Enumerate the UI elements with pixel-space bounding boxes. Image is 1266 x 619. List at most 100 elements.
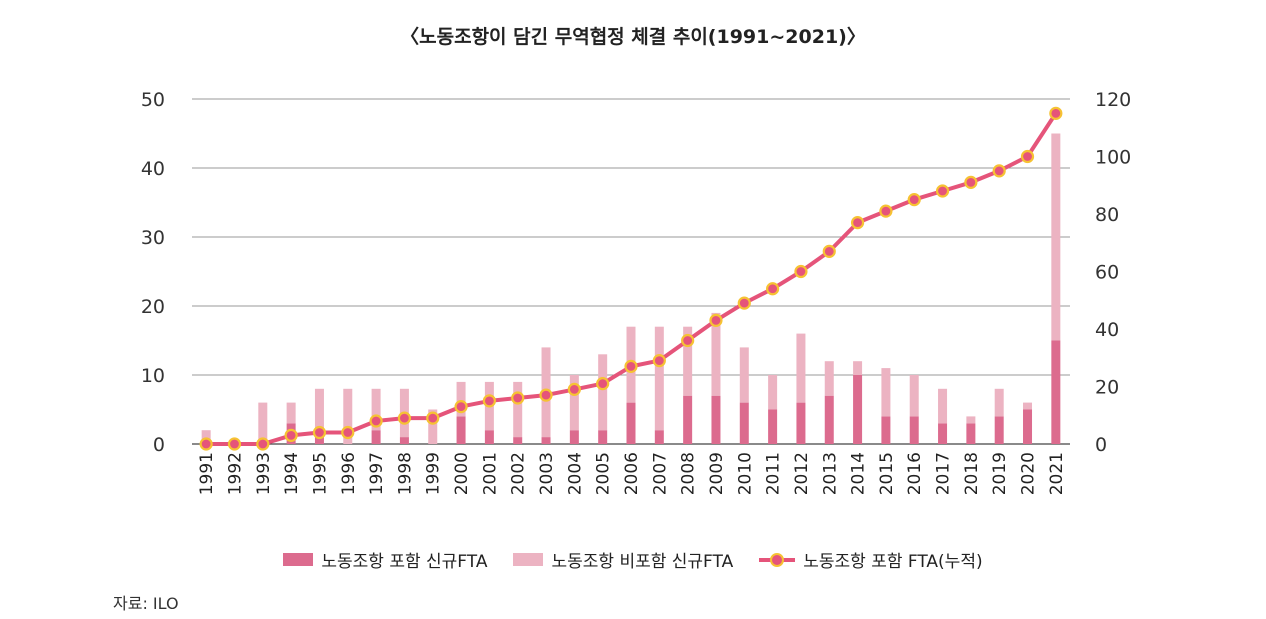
x-tick-label: 2000 (452, 452, 472, 495)
x-tick-label: 1994 (282, 452, 302, 495)
bar-labor-excl (683, 326, 693, 396)
bar-labor-incl (314, 437, 324, 444)
x-tick-label: 2015 (877, 452, 897, 495)
x-tick-label: 2019 (990, 452, 1010, 495)
legend-item-cumulative: 노동조항 포함 FTA(누적) (759, 547, 983, 572)
x-tick-label: 2001 (480, 452, 500, 495)
x-tick-label: 1996 (339, 452, 359, 495)
x-tick-label: 1998 (395, 452, 415, 495)
bar-labor-incl (909, 416, 919, 444)
bar-labor-incl (711, 395, 721, 444)
point-cumulative (539, 388, 553, 402)
point-cumulative (199, 437, 213, 451)
point-cumulative (907, 193, 921, 207)
point-cumulative (369, 414, 383, 428)
x-tick-label: 2014 (849, 452, 869, 495)
bar-labor-excl (1051, 133, 1061, 341)
point-cumulative (511, 391, 525, 405)
legend-swatch-labor-excl (513, 553, 544, 566)
bar-labor-excl (598, 354, 608, 431)
bar-labor-incl (541, 437, 551, 444)
bar-labor-incl (768, 409, 778, 444)
bar-labor-excl (1023, 402, 1033, 410)
bar-labor-incl (994, 416, 1004, 444)
chart-title: 〈노동조항이 담긴 무역협정 체결 추이(1991~2021)〉 (400, 26, 866, 48)
point-cumulative (766, 282, 780, 296)
x-tick-label: 1991 (197, 452, 217, 495)
source-note: 자료: ILO (113, 594, 179, 613)
bar-labor-incl (853, 375, 863, 444)
x-tick-label: 2006 (622, 452, 642, 495)
bar-labor-excl (768, 375, 778, 410)
bar-labor-incl (796, 402, 806, 444)
bar-labor-excl (428, 409, 438, 444)
y-left-tick-label: 40 (141, 158, 165, 180)
x-tick-label: 2007 (650, 452, 670, 495)
y-left-tick-label: 0 (153, 434, 165, 456)
x-tick-label: 2018 (962, 452, 982, 495)
y-right-tick-label: 120 (1095, 89, 1131, 111)
x-tick-label: 2010 (735, 452, 755, 495)
legend-label-labor-excl: 노동조항 비포함 신규FTA (551, 552, 734, 572)
bar-labor-excl (314, 388, 324, 438)
bar-labor-incl (399, 437, 409, 444)
point-cumulative (256, 437, 270, 451)
point-cumulative (482, 394, 496, 408)
x-tick-label: 1999 (424, 452, 444, 495)
bar-labor-excl (796, 333, 806, 403)
x-tick-label: 1993 (254, 452, 274, 495)
y-right-tick-label: 80 (1095, 204, 1119, 226)
bar-labor-incl (371, 430, 381, 444)
bar-labor-excl (201, 430, 211, 444)
point-cumulative (341, 425, 355, 440)
legend-label-cumulative: 노동조항 포함 FTA(누적) (803, 552, 983, 572)
bar-labor-excl (286, 402, 296, 424)
bar-labor-excl (343, 388, 353, 444)
point-cumulative (567, 382, 581, 396)
point-cumulative (794, 264, 808, 279)
point-cumulative (227, 437, 242, 451)
x-tick-label: 1997 (367, 452, 387, 495)
point-cumulative (397, 411, 412, 425)
y-right-tick-label: 60 (1095, 262, 1119, 284)
x-tick-label: 2012 (792, 452, 812, 495)
y-left-tick-label: 30 (141, 227, 165, 249)
bar-labor-excl (881, 368, 891, 417)
x-tick-label: 2003 (537, 452, 557, 495)
legend-swatch-labor-incl (283, 553, 314, 566)
point-cumulative (681, 333, 695, 348)
bar-labor-incl (513, 437, 523, 444)
point-cumulative (284, 428, 298, 442)
point-cumulative (624, 359, 638, 373)
legend: 노동조항 포함 신규FTA 노동조항 비포함 신규FTA 노동조항 포함 FTA… (0, 547, 1266, 572)
bar-labor-incl (966, 423, 976, 444)
point-cumulative (596, 377, 610, 391)
bar-labor-incl (683, 395, 693, 444)
point-cumulative (709, 313, 723, 327)
bar-labor-excl (569, 375, 579, 431)
x-tick-label: 2002 (509, 452, 529, 495)
x-tick-label: 2008 (679, 452, 699, 495)
bar-labor-excl (258, 402, 268, 444)
bar-labor-excl (824, 361, 834, 396)
bar-labor-incl (1051, 340, 1061, 444)
x-tick-label: 1992 (225, 452, 245, 495)
bar-labor-incl (881, 416, 891, 444)
legend-label-labor-incl: 노동조항 포함 신규FTA (321, 552, 488, 572)
legend-item-labor-excl: 노동조항 비포함 신규FTA (513, 547, 733, 572)
x-tick-label: 2005 (594, 452, 614, 495)
point-cumulative (1020, 149, 1035, 164)
point-cumulative (850, 216, 865, 230)
point-cumulative (454, 400, 468, 414)
y-right-tick-label: 20 (1095, 377, 1119, 399)
bar-labor-incl (739, 402, 749, 444)
bar-labor-incl (626, 402, 636, 444)
x-tick-label: 2016 (905, 452, 925, 495)
bar-labor-excl (966, 416, 976, 424)
x-tick-label: 2020 (1019, 452, 1039, 495)
x-tick-label: 2011 (764, 452, 784, 495)
point-cumulative (737, 296, 751, 310)
point-cumulative (935, 184, 950, 198)
x-tick-label: 2009 (707, 452, 727, 495)
